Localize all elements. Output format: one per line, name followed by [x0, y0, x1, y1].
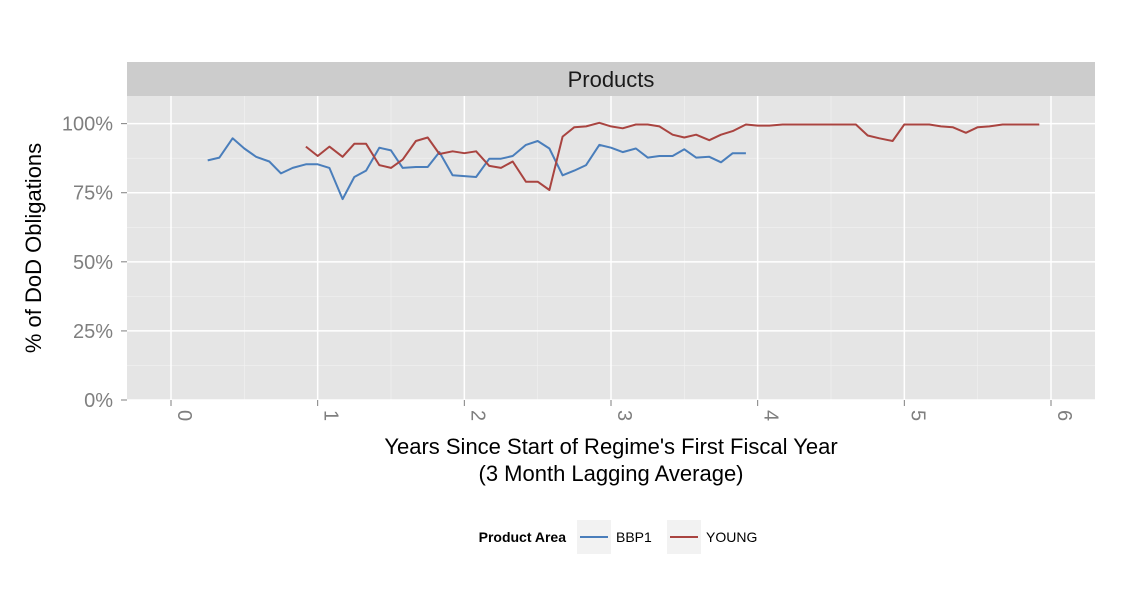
legend: Product Area BBP1 YOUNG — [479, 520, 757, 554]
y-tick-label: 75% — [73, 183, 113, 205]
x-tick-label: 3 — [613, 410, 635, 421]
legend-label-bbp1: BBP1 — [616, 529, 652, 545]
x-tick-label: 0 — [173, 410, 195, 421]
y-axis: 0% 25% 50% 75% 100% — [62, 114, 127, 412]
y-tick-label: 25% — [73, 321, 113, 343]
x-axis-subtitle: (3 Month Lagging Average) — [479, 461, 744, 486]
x-axis: 0 1 2 3 4 5 6 — [170, 400, 1075, 421]
series-lines — [207, 121, 1040, 201]
y-tick-label: 0% — [84, 390, 113, 412]
strip-background — [127, 62, 1095, 96]
x-tick-label: 4 — [760, 410, 782, 421]
strip-label: Products — [568, 67, 655, 92]
y-tick-label: 100% — [62, 114, 113, 136]
y-tick-label: 50% — [73, 252, 113, 274]
x-tick-label: 2 — [466, 410, 488, 421]
legend-label-young: YOUNG — [706, 529, 757, 545]
series-line-bbp1 — [207, 137, 746, 201]
x-axis-title: Years Since Start of Regime's First Fisc… — [384, 434, 837, 459]
x-tick-label: 6 — [1053, 410, 1075, 421]
x-tick-label: 1 — [320, 410, 342, 421]
legend-title: Product Area — [479, 529, 567, 545]
y-axis-title: % of DoD Obligations — [21, 143, 46, 353]
x-tick-label: 5 — [906, 410, 928, 421]
series-line-young — [305, 121, 1040, 191]
